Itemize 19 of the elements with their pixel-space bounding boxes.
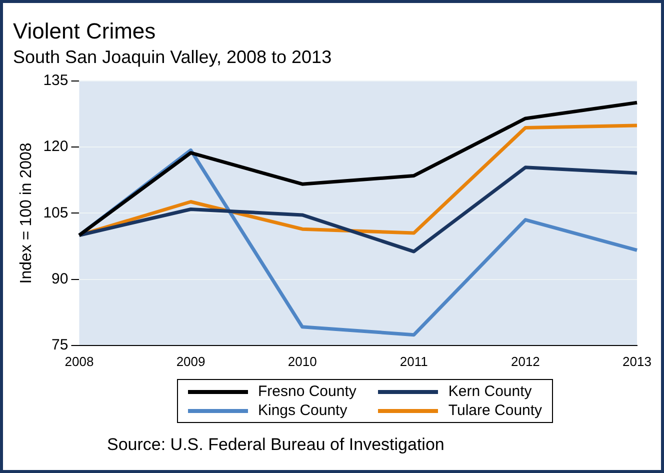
x-tick-label: 2008 (64, 354, 94, 369)
x-tick-label: 2013 (622, 354, 652, 369)
x-tick-label: 2009 (176, 354, 206, 369)
chart-subtitle: South San Joaquin Valley, 2008 to 2013 (13, 47, 332, 68)
y-tick-label: 120 (43, 138, 68, 156)
legend-label: Fresno County (258, 383, 356, 400)
x-tick-label: 2011 (400, 354, 428, 369)
chart-title: Violent Crimes (13, 18, 156, 44)
x-tick-label: 2012 (510, 354, 540, 369)
y-tick-label: 105 (43, 204, 68, 222)
source-note: Source: U.S. Federal Bureau of Investigation (107, 435, 444, 455)
legend-label: Kern County (448, 383, 532, 400)
legend-label: Kings County (258, 402, 348, 419)
y-tick-label: 90 (52, 270, 68, 288)
x-tick-label: 2010 (288, 354, 317, 369)
y-axis-title: Index = 100 in 2008 (18, 142, 36, 284)
legend-label: Tulare County (448, 402, 542, 419)
y-tick-label: 75 (52, 336, 68, 354)
y-tick-label: 135 (43, 72, 68, 90)
